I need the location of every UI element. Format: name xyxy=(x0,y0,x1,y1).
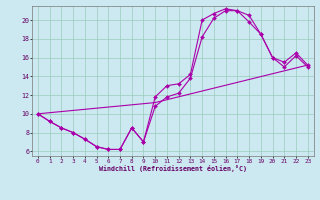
X-axis label: Windchill (Refroidissement éolien,°C): Windchill (Refroidissement éolien,°C) xyxy=(99,165,247,172)
